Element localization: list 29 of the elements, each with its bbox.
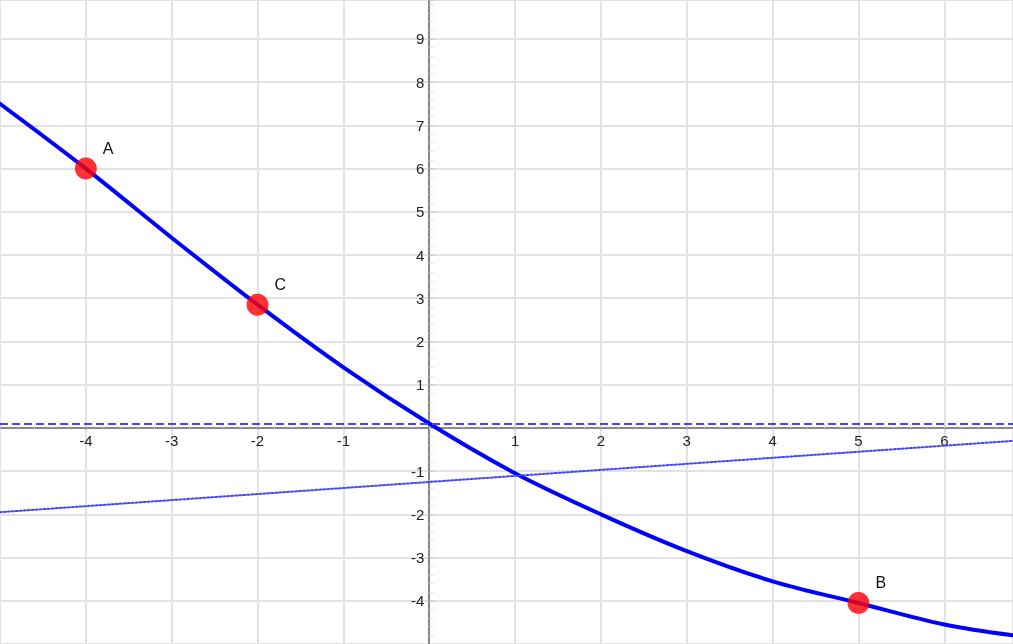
y-tick-label: 4 bbox=[415, 246, 425, 264]
point bbox=[246, 293, 269, 316]
point bbox=[847, 591, 870, 614]
y-tick-label: -1 bbox=[410, 462, 425, 480]
y-tick-label: 7 bbox=[415, 116, 425, 134]
y-tick-label: 6 bbox=[415, 160, 425, 178]
x-tick-label: -1 bbox=[336, 431, 351, 449]
annotation: B bbox=[875, 574, 887, 592]
y-tick-label: 8 bbox=[415, 73, 425, 91]
x-tick-label: 5 bbox=[854, 431, 863, 449]
x-tick-label: -4 bbox=[79, 431, 93, 449]
annotation: A bbox=[102, 140, 114, 158]
y-tick-label: -4 bbox=[410, 592, 425, 610]
x-tick-label: 4 bbox=[768, 431, 777, 449]
y-tick-label: -2 bbox=[410, 505, 425, 523]
y-tick-label: 1 bbox=[415, 376, 425, 394]
x-tick-label: -3 bbox=[165, 431, 179, 449]
y-tick-label: 5 bbox=[415, 203, 425, 221]
x-tick-label: 1 bbox=[510, 431, 520, 449]
annotation: C bbox=[274, 276, 287, 294]
line-series bbox=[0, 101, 1013, 638]
x-tick-label: -2 bbox=[250, 431, 265, 449]
x-tick-label: 2 bbox=[596, 431, 606, 449]
y-tick-label: 2 bbox=[415, 332, 425, 350]
x-tick-label: 3 bbox=[682, 431, 691, 449]
point bbox=[74, 157, 97, 180]
y-tick-label: 9 bbox=[415, 30, 425, 48]
y-tick-label: -3 bbox=[410, 549, 425, 567]
y-tick-label: 3 bbox=[415, 289, 425, 307]
